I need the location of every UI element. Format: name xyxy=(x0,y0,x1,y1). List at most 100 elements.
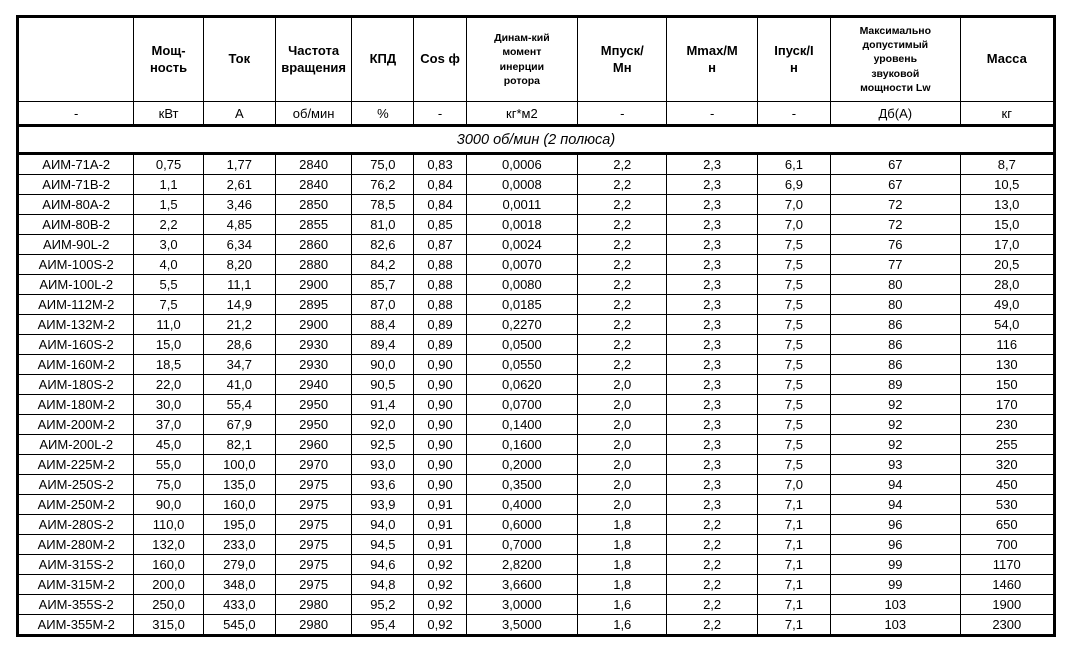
value-cell: 72 xyxy=(830,194,961,215)
value-cell: 2,2 xyxy=(577,194,668,215)
value-cell: 0,0006 xyxy=(465,153,579,175)
value-cell: 103 xyxy=(830,614,961,636)
value-cell: 0,90 xyxy=(413,394,467,415)
value-cell: 20,5 xyxy=(959,254,1056,275)
value-cell: 170 xyxy=(959,394,1056,415)
value-cell: 96 xyxy=(830,534,961,555)
motor-model-cell: АИМ-355М-2 xyxy=(16,614,135,636)
value-cell: 99 xyxy=(830,574,961,595)
table-row: АИМ-355М-2 315,0 545,0 2980 95,4 0,92 3,5000 1,… xyxy=(16,614,1056,636)
value-cell: 433,0 xyxy=(202,594,276,615)
value-cell: 0,90 xyxy=(413,374,467,395)
motor-model-cell: АИМ-355S-2 xyxy=(16,594,135,615)
unit-cell: - xyxy=(756,101,832,127)
value-cell: 28,0 xyxy=(959,274,1056,295)
motor-model-cell: АИМ-200L-2 xyxy=(16,434,135,455)
value-cell: 75,0 xyxy=(351,153,415,175)
value-cell: 0,85 xyxy=(413,214,467,235)
value-cell: 30,0 xyxy=(133,394,204,415)
table-row: АИМ-280М-2 132,0 233,0 2975 94,5 0,91 0,7000 1,… xyxy=(16,534,1056,555)
value-cell: 2,2 xyxy=(133,214,204,235)
value-cell: 132,0 xyxy=(133,534,204,555)
value-cell: 2840 xyxy=(274,153,353,175)
value-cell: 86 xyxy=(830,354,961,375)
value-cell: 0,4000 xyxy=(465,494,579,515)
unit-cell: Дб(А) xyxy=(830,101,961,127)
value-cell: 2,2 xyxy=(577,274,668,295)
unit-cell: - xyxy=(413,101,467,127)
motor-spec-table: Мощ- ность Ток Частота вращения КПД Cos … xyxy=(16,15,1056,637)
value-cell: 2900 xyxy=(274,274,353,295)
value-cell: 2,3 xyxy=(666,494,758,515)
value-cell: 76,2 xyxy=(351,174,415,195)
value-cell: 2,2 xyxy=(666,594,758,615)
unit-cell: - xyxy=(577,101,668,127)
value-cell: 3,0 xyxy=(133,234,204,255)
value-cell: 2,0 xyxy=(577,434,668,455)
value-cell: 255 xyxy=(959,434,1056,455)
value-cell: 54,0 xyxy=(959,314,1056,335)
col-header-mass: Масса xyxy=(959,16,1056,102)
table-row: АИМ-80В-2 2,2 4,85 2855 81,0 0,85 0,0018 2,2 2,3… xyxy=(16,214,1056,235)
value-cell: 2,3 xyxy=(666,274,758,295)
unit-cell: % xyxy=(351,101,415,127)
value-cell: 2940 xyxy=(274,374,353,395)
value-cell: 2,2 xyxy=(666,574,758,595)
value-cell: 0,87 xyxy=(413,234,467,255)
value-cell: 93,9 xyxy=(351,494,415,515)
unit-cell: кг xyxy=(959,101,1056,127)
table-row: АИМ-250М-2 90,0 160,0 2975 93,9 0,91 0,4000 2,0… xyxy=(16,494,1056,515)
value-cell: 2,2 xyxy=(577,354,668,375)
motor-model-cell: АИМ-132М-2 xyxy=(16,314,135,335)
value-cell: 0,91 xyxy=(413,494,467,515)
value-cell: 94 xyxy=(830,494,961,515)
col-header-sound-level: Максимально допустимый уровень звуковой … xyxy=(830,16,961,102)
value-cell: 2,2 xyxy=(666,534,758,555)
motor-model-cell: АИМ-280М-2 xyxy=(16,534,135,555)
value-cell: 7,5 xyxy=(756,374,832,395)
value-cell: 15,0 xyxy=(959,214,1056,235)
value-cell: 2980 xyxy=(274,614,353,636)
value-cell: 84,2 xyxy=(351,254,415,275)
table-row: АИМ-225М-2 55,0 100,0 2970 93,0 0,90 0,2000 2,0… xyxy=(16,454,1056,475)
motor-model-cell: АИМ-80А-2 xyxy=(16,194,135,215)
value-cell: 0,0550 xyxy=(465,354,579,375)
table-row: АИМ-355S-2 250,0 433,0 2980 95,2 0,92 3,0000 1,… xyxy=(16,594,1056,615)
value-cell: 530 xyxy=(959,494,1056,515)
table-row: АИМ-71А-2 0,75 1,77 2840 75,0 0,83 0,0006 2,2 2,… xyxy=(16,153,1056,175)
value-cell: 90,0 xyxy=(351,354,415,375)
value-cell: 94 xyxy=(830,474,961,495)
value-cell: 0,0700 xyxy=(465,394,579,415)
value-cell: 200,0 xyxy=(133,574,204,595)
table-row: АИМ-280S-2 110,0 195,0 2975 94,0 0,91 0,6000 1,… xyxy=(16,514,1056,535)
value-cell: 1,6 xyxy=(577,594,668,615)
value-cell: 1460 xyxy=(959,574,1056,595)
value-cell: 1,8 xyxy=(577,534,668,555)
value-cell: 2950 xyxy=(274,414,353,435)
value-cell: 80 xyxy=(830,294,961,315)
value-cell: 160,0 xyxy=(202,494,276,515)
value-cell: 0,90 xyxy=(413,434,467,455)
value-cell: 89,4 xyxy=(351,334,415,355)
value-cell: 0,92 xyxy=(413,554,467,575)
value-cell: 0,0070 xyxy=(465,254,579,275)
value-cell: 89 xyxy=(830,374,961,395)
value-cell: 2,2 xyxy=(577,254,668,275)
value-cell: 2,0 xyxy=(577,494,668,515)
value-cell: 315,0 xyxy=(133,614,204,636)
motor-model-cell: АИМ-80В-2 xyxy=(16,214,135,235)
value-cell: 94,5 xyxy=(351,534,415,555)
value-cell: 45,0 xyxy=(133,434,204,455)
header-row: Мощ- ность Ток Частота вращения КПД Cos … xyxy=(16,16,1056,102)
value-cell: 0,0024 xyxy=(465,234,579,255)
value-cell: 41,0 xyxy=(202,374,276,395)
motor-model-cell: АИМ-250S-2 xyxy=(16,474,135,495)
value-cell: 0,0620 xyxy=(465,374,579,395)
value-cell: 2,2 xyxy=(577,153,668,175)
col-header-cos-phi: Cos ф xyxy=(413,16,467,102)
table-body: 3000 об/мин (2 полюса) АИМ-71А-2 0,75 1,77… xyxy=(16,125,1056,636)
value-cell: 2975 xyxy=(274,554,353,575)
value-cell: 7,0 xyxy=(756,214,832,235)
value-cell: 34,7 xyxy=(202,354,276,375)
value-cell: 2900 xyxy=(274,314,353,335)
